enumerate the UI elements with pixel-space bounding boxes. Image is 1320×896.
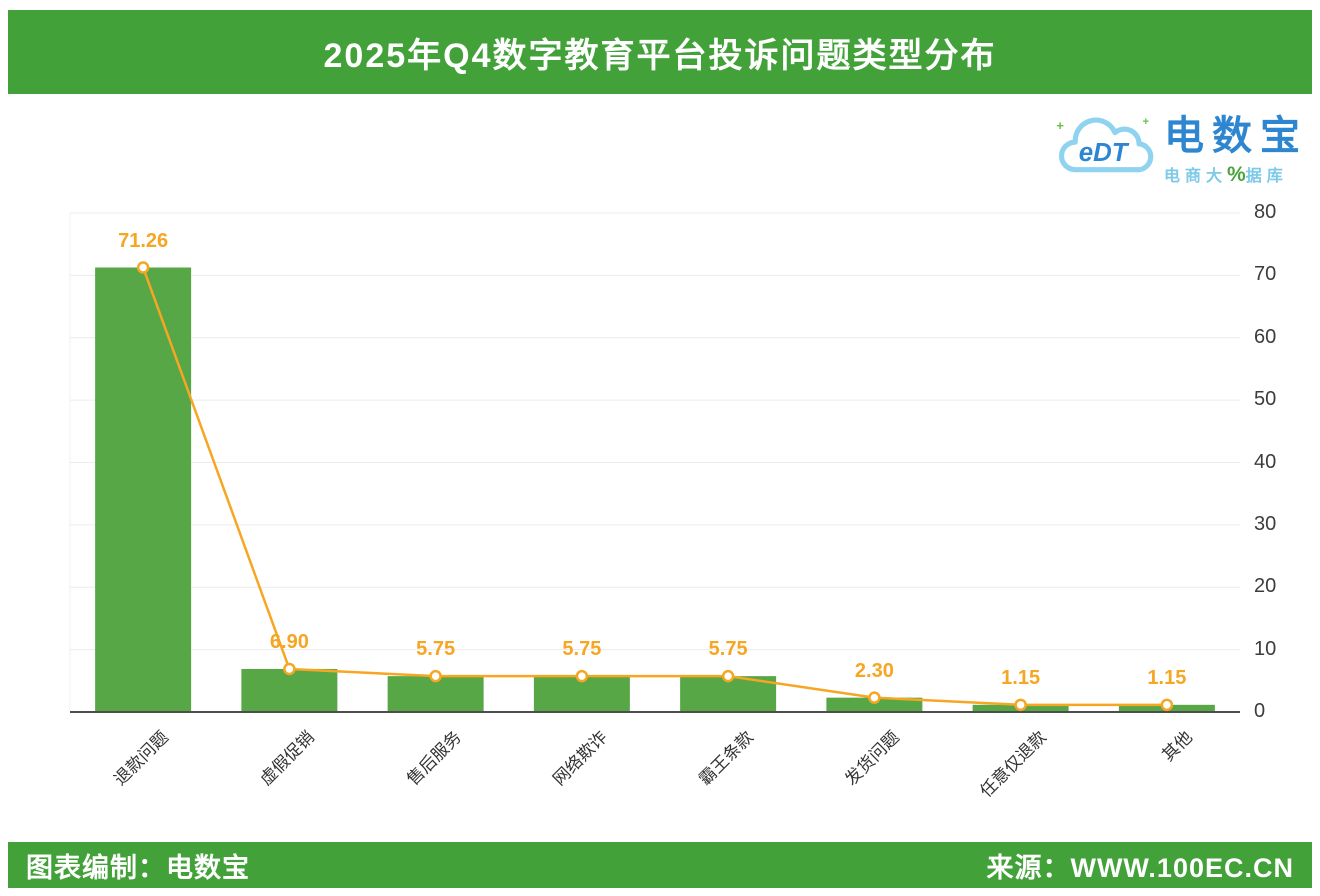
bar [241, 668, 338, 712]
y-axis-tick-label: 70 [1254, 263, 1277, 286]
tagline-right: 据库 [1245, 168, 1288, 185]
brand-logo: + + eDT 电数宝 电商大%据库 [1046, 106, 1308, 192]
bar-value-label: 1.15 [1147, 666, 1187, 689]
data-source: 来源：WWW.100EC.CN [986, 852, 1294, 883]
y-axis-tick-label: 30 [1254, 512, 1277, 535]
data-point-marker [136, 261, 150, 274]
bar [387, 676, 484, 712]
x-axis-label: 售后服务 [403, 727, 465, 790]
y-axis-tick-label: 80 [1254, 201, 1277, 223]
chart-credit: 图表编制：电数宝 [26, 852, 250, 883]
x-axis-label: 网络欺诈 [549, 727, 611, 790]
header-banner: 2025年Q4数字教育平台投诉问题类型分布 [8, 10, 1312, 94]
data-point-marker [283, 662, 296, 676]
brand-tagline: 电商大%据库 [1164, 162, 1308, 187]
y-axis-tick-label: 40 [1254, 450, 1277, 473]
data-point-marker [429, 669, 442, 683]
data-point-marker [721, 669, 735, 683]
sparkle-icon: + [1142, 116, 1149, 128]
x-axis-label: 霸王条款 [695, 727, 758, 790]
brand-name: 电数宝 [1164, 114, 1308, 158]
x-axis-label: 发货问题 [841, 727, 904, 790]
bar-value-label: 5.75 [708, 638, 748, 661]
y-axis-tick-label: 60 [1254, 325, 1277, 348]
y-axis-tick-label: 0 [1254, 700, 1266, 722]
x-axis-label: 其他 [1158, 727, 1196, 766]
sparkle-icon: + [1056, 118, 1064, 133]
data-point-marker [1014, 698, 1027, 712]
footer-banner: 图表编制：电数宝 来源：WWW.100EC.CN [8, 842, 1312, 888]
bar [826, 697, 923, 712]
bar-line-chart: 0 10 20 30 40 50 60 70 80 71.26 6.90 5.75 5.75 5.75 2.… [0, 96, 1320, 856]
bar [533, 676, 630, 712]
cloud-logo-icon: + + eDT [1056, 116, 1154, 173]
x-axis-label: 退款问题 [110, 727, 173, 790]
bar [95, 267, 192, 712]
tagline-percent-icon: % [1227, 163, 1246, 186]
bar-value-label: 71.26 [118, 229, 169, 252]
chart-canvas [69, 212, 1240, 713]
bar-value-label: 5.75 [562, 638, 602, 661]
bar-value-label: 5.75 [416, 638, 456, 661]
bar-value-label: 2.30 [854, 659, 894, 682]
brand-abbr: eDT [1079, 139, 1130, 167]
data-point-marker [1160, 698, 1174, 712]
x-axis-label: 任意仅退款 [976, 727, 1050, 802]
bar [972, 704, 1069, 712]
bar-value-label: 6.90 [269, 630, 309, 653]
bar [680, 676, 777, 712]
page-title: 2025年Q4数字教育平台投诉问题类型分布 [323, 36, 997, 75]
x-axis-label: 虚假促销 [256, 727, 319, 790]
tagline-left: 电商大 [1164, 168, 1228, 185]
data-point-marker [868, 691, 881, 704]
y-axis-tick-label: 50 [1254, 388, 1277, 411]
data-point-marker [575, 669, 589, 683]
y-axis-tick-label: 20 [1254, 575, 1277, 598]
brand-text-block: 电数宝 电商大%据库 [1164, 106, 1308, 187]
bar-value-label: 1.15 [1001, 666, 1041, 689]
bar [1118, 704, 1215, 712]
y-axis-tick-label: 10 [1254, 637, 1277, 660]
